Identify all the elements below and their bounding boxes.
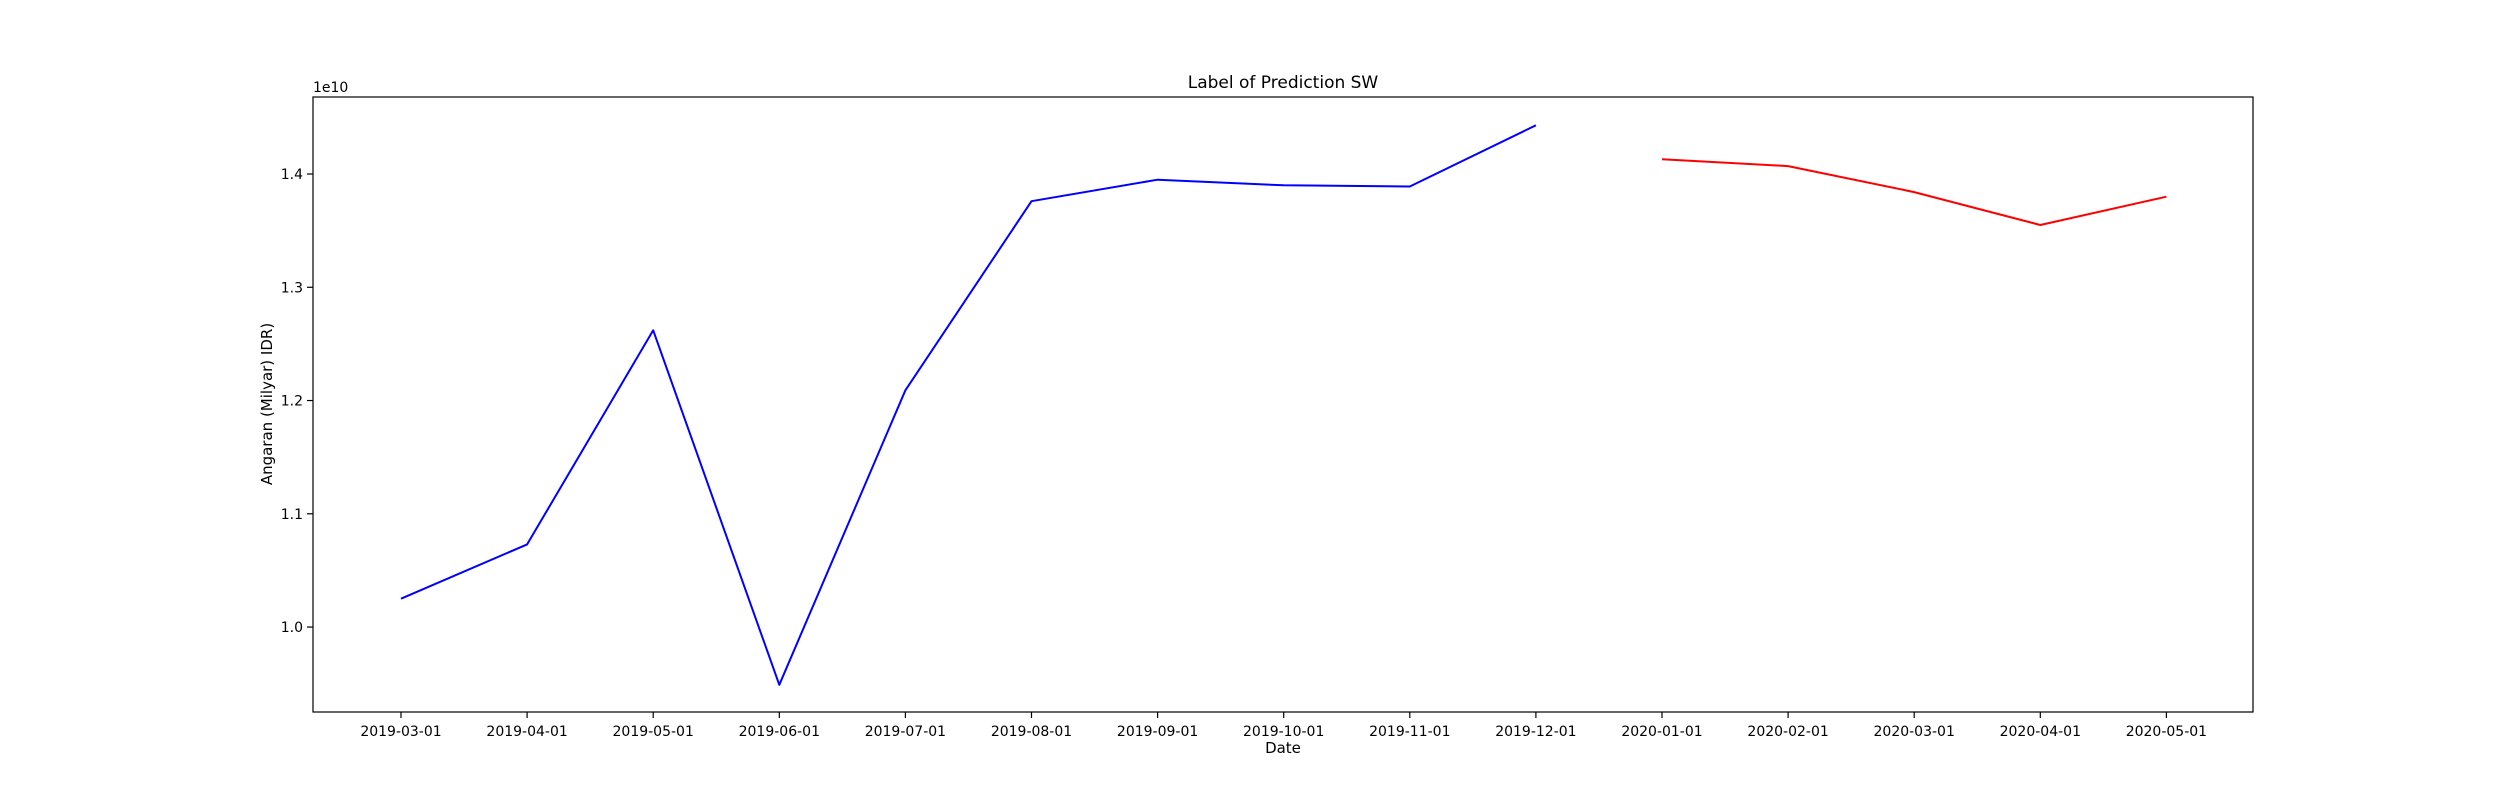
series-line-2 — [1661, 158, 2167, 226]
y-tick-label: 1.2 — [281, 394, 303, 410]
y-tick-label: 1.4 — [281, 167, 303, 183]
x-tick-label: 2019-07-01 — [865, 724, 946, 740]
x-tick-label: 2019-06-01 — [739, 724, 820, 740]
x-axis-title: Date — [1265, 739, 1301, 757]
chart-title: Label of Prediction SW — [1188, 73, 1379, 93]
x-tick-label: 2020-05-01 — [2126, 724, 2207, 740]
y-axis-title: Angaran (Milyar) IDR) — [258, 323, 276, 485]
y-offset-label: 1e10 — [313, 80, 348, 96]
x-tick-label: 2019-11-01 — [1369, 724, 1450, 740]
x-tick-label: 2020-02-01 — [1747, 724, 1828, 740]
series-line-1 — [400, 124, 1537, 686]
x-tick-label: 2019-10-01 — [1243, 724, 1324, 740]
x-tick-label: 2019-09-01 — [1117, 724, 1198, 740]
x-tick-label: 2020-03-01 — [1874, 724, 1955, 740]
axes-frame — [312, 96, 2254, 713]
x-tick-label: 2019-08-01 — [991, 724, 1072, 740]
y-tick-label: 1.0 — [281, 620, 303, 636]
y-tick-label: 1.3 — [281, 280, 303, 296]
x-tick-label: 2019-04-01 — [486, 724, 567, 740]
x-tick-label: 2019-03-01 — [360, 724, 441, 740]
y-tick-label: 1.1 — [281, 507, 303, 523]
x-tick-label: 2020-04-01 — [2000, 724, 2081, 740]
x-tick-label: 2019-05-01 — [613, 724, 694, 740]
x-tick-label: 2020-01-01 — [1621, 724, 1702, 740]
x-tick-label: 2019-12-01 — [1495, 724, 1576, 740]
plot-area: 2019-03-01 2019-04-01 2019-05-01 2019-06-01… — [281, 96, 2254, 740]
